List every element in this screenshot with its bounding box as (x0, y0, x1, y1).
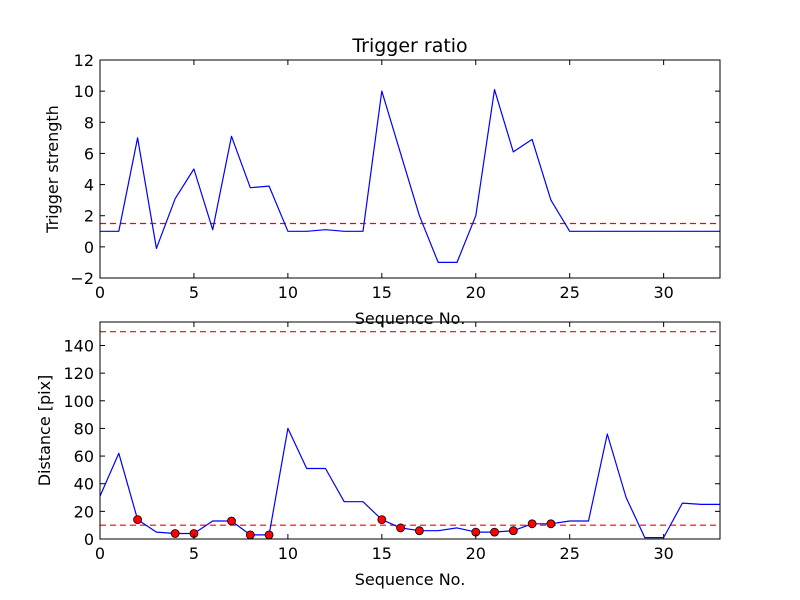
x-tick-label: 15 (372, 544, 392, 563)
y-tick-label: 100 (63, 392, 94, 411)
x-axis-label: Sequence No. (355, 309, 466, 328)
y-tick-label: 2 (84, 207, 94, 226)
x-tick-label: 0 (95, 283, 105, 302)
y-tick-label: 8 (84, 113, 94, 132)
x-tick-label: 0 (95, 544, 105, 563)
x-tick-label: 10 (278, 544, 298, 563)
marker-point (414, 526, 424, 536)
x-tick-label: 30 (653, 283, 673, 302)
x-tick-label: 30 (653, 544, 673, 563)
x-tick-label: 25 (560, 544, 580, 563)
marker-point (527, 519, 537, 529)
axes-frame (99, 321, 721, 540)
y-tick-label: 140 (63, 336, 94, 355)
marker-point (490, 527, 499, 537)
y-axis-label: Distance [pix] (35, 375, 54, 487)
y-tick-label: 0 (84, 238, 94, 257)
y-tick-label: 6 (84, 144, 94, 163)
y-axis-label: Trigger strength (43, 105, 62, 234)
y-tick-label: −2 (70, 269, 94, 288)
marker-point (133, 515, 142, 525)
y-tick-label: 40 (74, 475, 94, 494)
marker-point (396, 523, 406, 533)
y-tick-label: 12 (74, 51, 94, 70)
axes-frame (99, 59, 721, 279)
x-tick-label: 5 (189, 544, 199, 563)
plot-area (100, 331, 720, 539)
y-tick-label: 4 (84, 176, 94, 195)
x-tick-label: 25 (560, 283, 580, 302)
x-tick-label: 20 (466, 544, 486, 563)
x-tick-label: 15 (372, 283, 392, 302)
marker-point (170, 529, 180, 538)
x-axis-label: Sequence No. (355, 570, 466, 589)
marker-point (264, 530, 274, 539)
marker-point (227, 516, 236, 526)
marker-point (508, 526, 518, 536)
chart-title: Trigger ratio (351, 35, 467, 57)
plot-area (100, 88, 720, 263)
marker-point (377, 515, 387, 525)
marker-point (245, 530, 255, 539)
y-tick-label: 60 (74, 447, 94, 466)
series-line-0 (100, 88, 720, 263)
marker-point (546, 519, 556, 529)
x-tick-label: 5 (189, 283, 199, 302)
y-tick-label: 0 (84, 530, 94, 549)
x-tick-label: 20 (466, 283, 486, 302)
series-line-0 (100, 427, 720, 539)
y-tick-label: 20 (74, 502, 94, 521)
y-tick-label: 120 (63, 364, 94, 383)
x-tick-label: 10 (278, 283, 298, 302)
y-tick-label: 80 (74, 419, 94, 438)
distance-axes: 0 5 10 15 20 25 30 0 20 40 60 80 100 120 140 Sequence N… (35, 321, 721, 589)
y-tick-label: 10 (74, 82, 94, 101)
